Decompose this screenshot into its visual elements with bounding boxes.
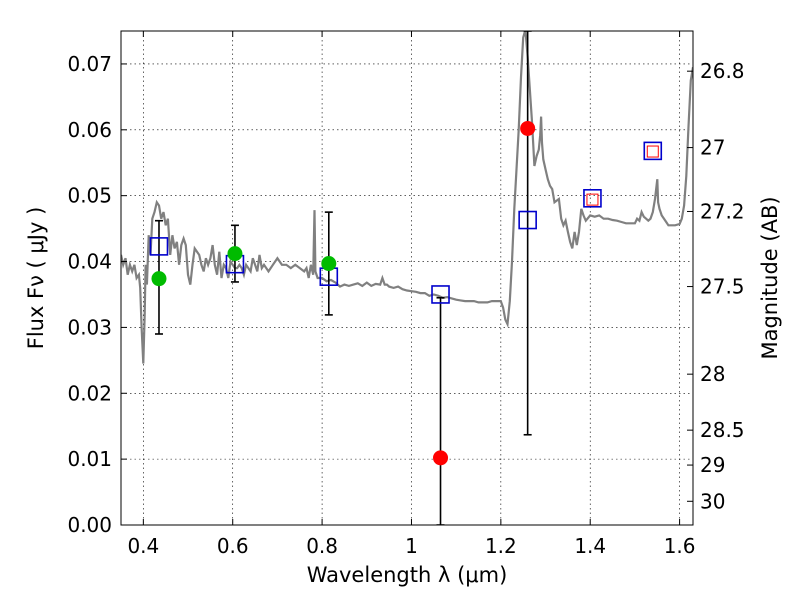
- x-tick-label: 1.2: [485, 534, 517, 558]
- x-tick-label: 1.4: [574, 534, 606, 558]
- model-spectrum-line: [121, 31, 693, 364]
- right-tick-label: 29: [700, 453, 725, 477]
- model-photometry-square: [583, 189, 602, 208]
- right-tick-label: 27.2: [700, 199, 745, 223]
- y-axis-label: Flux Fν ( μJy ): [24, 207, 48, 350]
- right-axis-label: Magnitude (AB): [758, 196, 782, 359]
- x-tick-label: 1.6: [664, 534, 696, 558]
- detection-point: [227, 246, 243, 262]
- extra-band-square: [586, 193, 599, 206]
- model-photometry-square: [149, 237, 169, 256]
- extra-band-square: [646, 145, 659, 158]
- upper-limit-point: [520, 120, 536, 136]
- axis-ticks: [121, 31, 693, 526]
- y-tick-label: 0.01: [67, 447, 112, 471]
- plot-area: [121, 31, 693, 525]
- right-tick-label: 27: [700, 136, 725, 160]
- model-photometry-square: [431, 285, 450, 304]
- x-tick-label: 0.8: [306, 534, 338, 558]
- x-tick-label: 0.4: [127, 534, 159, 558]
- right-tick-label: 30: [700, 489, 725, 513]
- right-tick-label: 26.8: [700, 59, 745, 83]
- detection-point: [321, 256, 337, 272]
- data-markers: [149, 120, 663, 466]
- right-tick-label: 28: [700, 362, 725, 386]
- model-photometry-square: [643, 141, 663, 161]
- detection-point: [151, 271, 167, 287]
- y-tick-label: 0.02: [67, 381, 112, 405]
- y-tick-label: 0.04: [67, 250, 112, 274]
- y-tick-label: 0.06: [67, 118, 112, 142]
- y-tick-label: 0.03: [67, 315, 112, 339]
- upper-limit-point: [433, 450, 449, 466]
- right-tick-label: 27.5: [700, 275, 745, 299]
- x-tick-label: 0.6: [217, 534, 249, 558]
- y-tick-label: 0.07: [67, 52, 112, 76]
- grid-lines: [121, 31, 693, 526]
- right-tick-label: 28.5: [700, 418, 745, 442]
- x-tick-label: 1: [405, 534, 418, 558]
- error-bars: [154, 31, 532, 525]
- model-photometry-square: [518, 210, 537, 230]
- axis-tick-labels: 0.4 0.6 0.8 1 1.2 1.4 1.6 0.00 0.01 0.02 0.03 0.04 0…: [67, 52, 744, 558]
- x-axis-label: Wavelength λ (μm): [307, 563, 508, 587]
- y-tick-label: 0.05: [67, 184, 112, 208]
- plot-frame: [120, 30, 694, 526]
- y-tick-label: 0.00: [67, 513, 112, 537]
